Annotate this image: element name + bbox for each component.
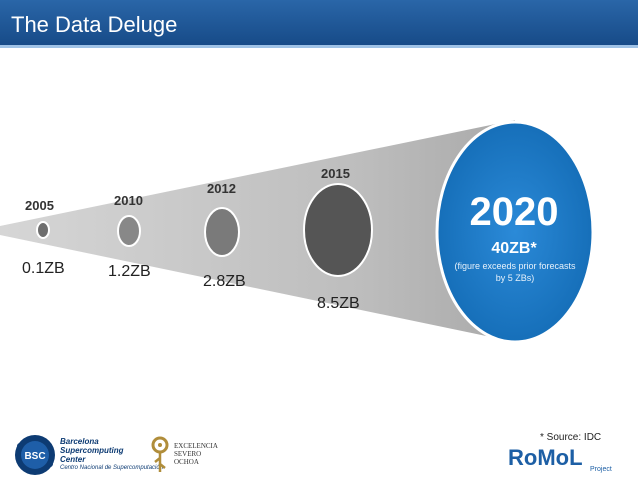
year-2005-label: 2005: [25, 198, 54, 213]
value-2015-label: 8.5ZB: [317, 295, 360, 312]
year-2010-label: 2010: [114, 193, 143, 208]
value-2005-label: 0.1ZB: [22, 260, 65, 277]
bsc-line1: Barcelona: [60, 437, 99, 446]
year-2015-label: 2015: [321, 166, 350, 181]
highlight-year: 2020: [469, 190, 559, 234]
bsc-line3: Center: [60, 455, 86, 464]
circle-2015: [303, 183, 373, 277]
page-title: The Data Deluge: [11, 12, 178, 37]
title-bar: The Data Deluge: [0, 0, 638, 45]
header-divider: [0, 45, 638, 48]
bsc-subtitle: Centro Nacional de Supercomputación: [60, 465, 164, 471]
bsc-name: Barcelona Supercomputing Center: [60, 437, 124, 464]
severo-line2: SEVERO: [174, 450, 202, 458]
circle-2010: [117, 215, 141, 247]
romol-logo: RoMoL: [508, 445, 583, 470]
value-2010-label: 1.2ZB: [108, 263, 151, 280]
year-2012-label: 2012: [207, 181, 236, 196]
severo-ochoa-text: EXCELENCIA SEVERO OCHOA: [174, 442, 218, 466]
bsc-logo-icon: BSC: [15, 435, 55, 475]
funnel-shape: [0, 120, 515, 342]
severo-ochoa-emblem-icon: [151, 436, 169, 472]
romol-project-label: Project: [590, 466, 612, 473]
circle-2012: [204, 207, 240, 257]
highlight-note: (figure exceeds prior forecasts by 5 ZBs…: [430, 260, 600, 284]
highlight-note-line2: by 5 ZBs): [495, 273, 535, 283]
severo-line3: OCHOA: [174, 458, 199, 466]
bsc-line2: Supercomputing: [60, 446, 124, 455]
highlight-value: 40ZB*: [491, 240, 537, 257]
circle-2005: [36, 221, 50, 239]
value-2012-label: 2.8ZB: [203, 273, 246, 290]
circle-2020: [435, 120, 595, 344]
highlight-note-line1: (figure exceeds prior forecasts: [454, 261, 576, 271]
bsc-mark-text: BSC: [24, 451, 45, 462]
severo-line1: EXCELENCIA: [174, 442, 218, 450]
source-note: * Source: IDC: [540, 432, 602, 443]
